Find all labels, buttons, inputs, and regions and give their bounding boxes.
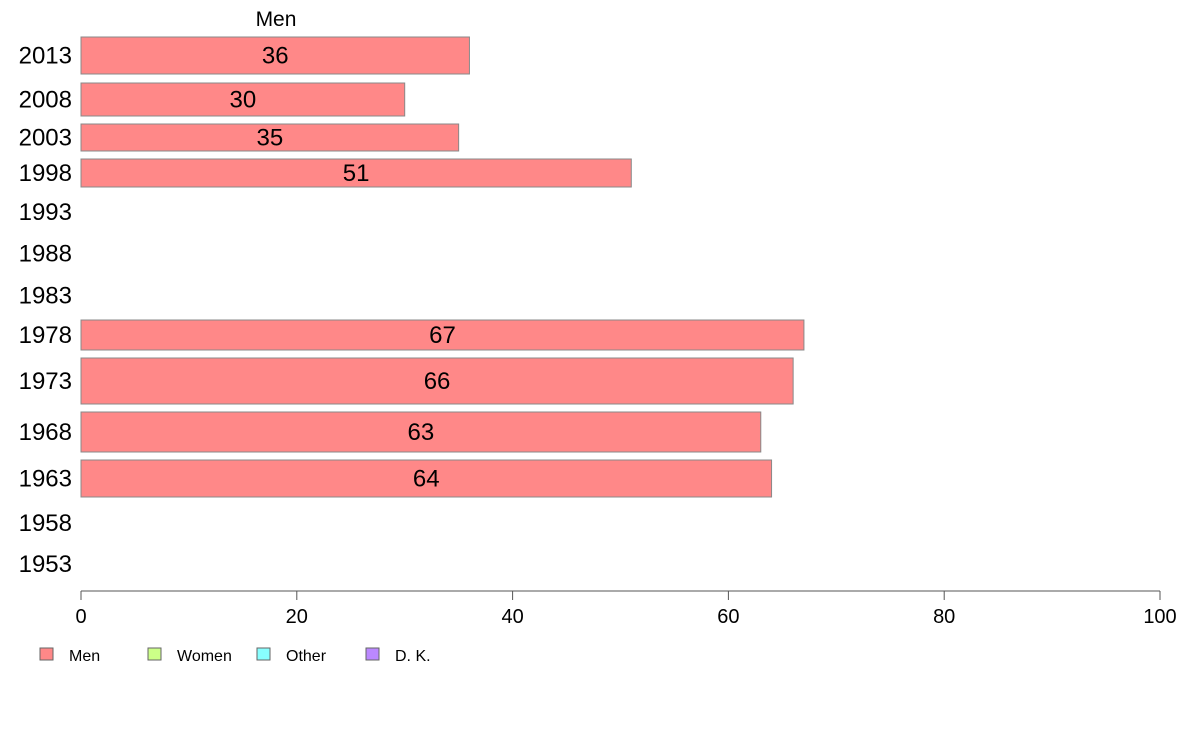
year-label: 1988	[19, 241, 72, 268]
bar-value-label: 36	[262, 43, 289, 70]
legend-swatch	[147, 647, 162, 661]
x-tick-label: 20	[286, 606, 308, 628]
bar-value-label: 51	[343, 160, 370, 187]
x-axis: 0 20 40 60 80 100	[75, 590, 1177, 628]
x-tick-label: 40	[501, 606, 523, 628]
bar	[80, 82, 406, 117]
legend: Men Women Other D. K.	[39, 647, 431, 665]
x-tick-label: 60	[717, 606, 739, 628]
legend-label: Men	[69, 648, 100, 665]
bar-value-label: 67	[429, 322, 456, 349]
bar	[80, 357, 794, 405]
year-label: 1983	[19, 283, 72, 310]
year-label: 2003	[19, 125, 72, 152]
bar-value-label: 64	[413, 466, 440, 493]
year-label: 1958	[19, 510, 72, 537]
legend-swatch	[39, 647, 54, 661]
bar	[80, 36, 470, 75]
legend-label: Women	[177, 648, 232, 665]
year-label: 1968	[19, 419, 72, 446]
panel-title: Men	[256, 8, 297, 31]
bar	[80, 459, 773, 498]
bar	[80, 123, 460, 152]
bar	[80, 158, 632, 188]
bar-value-label: 63	[408, 419, 435, 446]
year-label: 1963	[19, 466, 72, 493]
legend-swatch	[256, 647, 271, 661]
x-tick-label: 100	[1143, 606, 1176, 628]
year-label: 1973	[19, 368, 72, 395]
bar-value-label: 66	[424, 368, 451, 395]
legend-swatch	[365, 647, 380, 661]
bar-value-label: 30	[229, 87, 256, 114]
year-labels-group: 2013 2008 2003 1998 1993 1988 1983 1978 1973 1968…	[19, 43, 72, 579]
x-tick-label: 80	[933, 606, 955, 628]
bar	[80, 411, 762, 453]
year-label: 1998	[19, 160, 72, 187]
year-label: 2008	[19, 87, 72, 114]
legend-label: Other	[286, 648, 327, 665]
year-label: 1993	[19, 199, 72, 226]
bar-value-label: 35	[256, 125, 283, 152]
x-tick-label: 0	[75, 606, 86, 628]
year-label: 2013	[19, 43, 72, 70]
legend-label: D. K.	[395, 648, 431, 665]
year-label: 1978	[19, 322, 72, 349]
year-label: 1953	[19, 551, 72, 578]
bar	[80, 319, 805, 351]
